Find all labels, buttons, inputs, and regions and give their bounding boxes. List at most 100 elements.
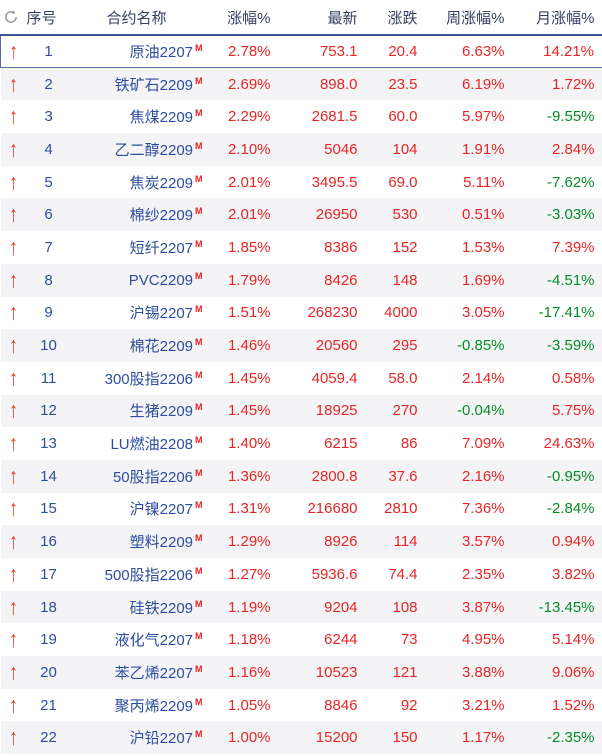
row-chg: 108 [365,590,426,624]
row-month-pct: 14.21% [512,34,602,69]
table-row[interactable]: ↑ 6 棉纱2209 M 2.01% 26950 530 0.51% -3.03% [0,198,602,232]
row-direction: ↑ [0,427,27,460]
row-month-pct: 9.06% [512,656,602,689]
row-chg: 270 [365,394,426,428]
main-contract-marker: M [195,238,203,249]
table-row[interactable]: ↑ 18 硅铁2209 M 1.19% 9204 108 3.87% -13.45% [0,590,602,624]
main-contract-marker: M [195,108,203,119]
row-week-pct: 2.16% [425,459,513,493]
contract-name: 沪铅2207 [129,730,194,748]
table-row[interactable]: ↑ 9 沪锡2207 M 1.51% 268230 4000 3.05% -17.41% [0,296,602,330]
row-name: 沪铅2207 M [70,721,203,755]
column-header-month-pct[interactable]: 月涨幅% [512,0,602,36]
row-seq: 18 [26,590,71,624]
up-arrow-icon: ↑ [9,528,18,554]
table-row[interactable]: ↑ 4 乙二醇2209 M 2.10% 5046 104 1.91% 2.84% [0,133,602,166]
row-chg: 2810 [365,492,426,526]
row-chg: 295 [365,329,426,362]
main-contract-marker: M [195,140,203,151]
row-chg-pct: 1.46% [202,329,279,362]
row-direction: ↑ [0,165,27,199]
table-row[interactable]: ↑ 14 50股指2206 M 1.36% 2800.8 37.6 2.16% -0.95% [0,459,602,493]
row-month-pct: 2.84% [512,133,602,166]
row-seq: 9 [26,296,71,330]
table-row[interactable]: ↑ 1 原油2207 M 2.78% 753.1 20.4 6.63% 14.21% [0,34,602,69]
row-last-price: 6215 [278,427,366,460]
up-arrow-icon: ↑ [9,561,18,587]
row-seq: 1 [26,34,71,69]
row-chg: 530 [365,198,426,232]
row-seq: 19 [26,623,71,657]
contract-name: LU燃油2208 [110,436,194,454]
row-chg: 148 [365,263,426,297]
contract-name: 乙二醇2209 [114,141,194,159]
row-week-pct: 7.36% [425,492,513,526]
main-contract-marker: M [195,206,203,217]
row-last-price: 3495.5 [278,165,366,199]
row-last-price: 8426 [278,263,366,297]
row-month-pct: 5.14% [512,623,602,657]
row-seq: 16 [26,525,71,558]
table-header: 序号 合约名称 涨幅% 最新 涨跌 周涨幅% 月涨幅% [0,0,602,36]
row-name: 棉花2209 M [70,329,203,362]
row-name: 沪镍2207 M [70,492,203,526]
row-direction: ↑ [0,296,27,330]
row-direction: ↑ [0,558,27,591]
table-row[interactable]: ↑ 13 LU燃油2208 M 1.40% 6215 86 7.09% 24.63% [0,427,602,460]
row-direction: ↑ [0,361,27,395]
table-row[interactable]: ↑ 19 液化气2207 M 1.18% 6244 73 4.95% 5.14% [0,623,602,657]
table-row[interactable]: ↑ 8 PVC2209 M 1.79% 8426 148 1.69% -4.51% [0,263,602,297]
up-arrow-icon: ↑ [9,692,18,718]
row-name: 苯乙烯2207 M [70,656,203,689]
table-row[interactable]: ↑ 22 沪铅2207 M 1.00% 15200 150 1.17% -2.35% [0,721,602,755]
table-row[interactable]: ↑ 2 铁矿石2209 M 2.69% 898.0 23.5 6.19% 1.72% [0,67,602,101]
row-seq: 11 [26,361,71,395]
table-row[interactable]: ↑ 15 沪镍2207 M 1.31% 216680 2810 7.36% -2.84% [0,492,602,526]
column-header-week-pct[interactable]: 周涨幅% [425,0,513,36]
table-row[interactable]: ↑ 5 焦炭2209 M 2.01% 3495.5 69.0 5.11% -7.62% [0,165,602,199]
futures-table-body: ↑ 1 原油2207 M 2.78% 753.1 20.4 6.63% 14.21% ↑ 2 铁矿石2… [0,34,602,755]
row-name: PVC2209 M [70,263,203,297]
row-chg: 23.5 [365,67,426,101]
row-week-pct: 3.88% [425,656,513,689]
table-row[interactable]: ↑ 17 500股指2206 M 1.27% 5936.6 74.4 2.35% 3.82% [0,558,602,591]
table-row[interactable]: ↑ 12 生猪2209 M 1.45% 18925 270 -0.04% 5.75% [0,394,602,428]
contract-name: 50股指2206 [112,468,194,486]
row-chg-pct: 1.45% [202,361,279,395]
up-arrow-icon: ↑ [9,463,18,489]
table-row[interactable]: ↑ 10 棉花2209 M 1.46% 20560 295 -0.85% -3.59% [0,329,602,362]
row-direction: ↑ [0,623,27,657]
table-row[interactable]: ↑ 7 短纤2207 M 1.85% 8386 152 1.53% 7.39% [0,231,602,264]
contract-name: 塑料2209 [129,534,194,552]
contract-name: PVC2209 [128,271,194,289]
row-chg-pct: 1.45% [202,394,279,428]
column-header-seq[interactable]: 序号 [26,9,57,27]
column-header-name[interactable]: 合约名称 [70,0,203,36]
row-chg: 92 [365,688,426,722]
table-row[interactable]: ↑ 20 苯乙烯2207 M 1.16% 10523 121 3.88% 9.06% [0,656,602,689]
row-direction: ↑ [0,394,27,428]
row-last-price: 26950 [278,198,366,232]
row-week-pct: 5.97% [425,100,513,134]
column-header-chg-pct[interactable]: 涨幅% [202,0,279,36]
table-row[interactable]: ↑ 16 塑料2209 M 1.29% 8926 114 3.57% 0.94% [0,525,602,558]
main-contract-marker: M [195,304,203,315]
column-header-chg[interactable]: 涨跌 [365,0,426,36]
row-seq: 3 [26,100,71,134]
table-row[interactable]: ↑ 3 焦煤2209 M 2.29% 2681.5 60.0 5.97% -9.55% [0,100,602,134]
row-month-pct: -2.84% [512,492,602,526]
row-chg-pct: 2.29% [202,100,279,134]
table-row[interactable]: ↑ 21 聚丙烯2209 M 1.05% 8846 92 3.21% 1.52% [0,688,602,722]
column-header-last[interactable]: 最新 [278,0,366,36]
row-chg: 152 [365,231,426,264]
row-week-pct: 0.51% [425,198,513,232]
main-contract-marker: M [195,75,203,86]
table-row[interactable]: ↑ 11 300股指2206 M 1.45% 4059.4 58.0 2.14% 0.58% [0,361,602,395]
row-last-price: 2681.5 [278,100,366,134]
row-direction: ↑ [0,133,27,166]
row-seq: 10 [26,329,71,362]
row-last-price: 8386 [278,231,366,264]
refresh-icon[interactable] [3,9,19,25]
up-arrow-icon: ↑ [9,38,19,64]
main-contract-marker: M [195,565,203,576]
